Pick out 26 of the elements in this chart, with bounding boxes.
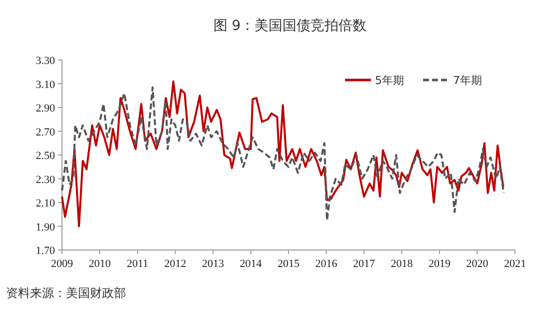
x-tick-label: 2011 bbox=[126, 258, 148, 270]
x-tick-label: 2015 bbox=[278, 258, 300, 270]
y-tick-label: 1.70 bbox=[36, 245, 56, 257]
x-tick-label: 2016 bbox=[315, 258, 338, 270]
x-tick-label: 2012 bbox=[164, 258, 186, 270]
y-tick-label: 2.90 bbox=[36, 102, 56, 114]
y-tick-label: 1.90 bbox=[36, 221, 56, 234]
x-tick-label: 2020 bbox=[466, 258, 489, 270]
x-tick-label: 2018 bbox=[390, 258, 414, 270]
y-tick-label: 2.50 bbox=[36, 150, 56, 162]
y-tick-label: 2.10 bbox=[36, 198, 56, 210]
y-tick-label: 2.70 bbox=[36, 126, 56, 138]
legend-label: 5年期 bbox=[375, 74, 404, 87]
x-tick-label: 2013 bbox=[202, 258, 224, 270]
x-tick-label: 2019 bbox=[428, 258, 451, 270]
y-tick-label: 3.10 bbox=[36, 78, 56, 91]
x-tick-label: 2017 bbox=[353, 258, 376, 270]
text: 资料来源：美国财政部 bbox=[6, 286, 126, 300]
legend-label: 7年期 bbox=[453, 74, 482, 87]
y-tick-label: 2.30 bbox=[36, 174, 56, 186]
x-tick-label: 2009 bbox=[51, 258, 74, 270]
x-tick-label: 2021 bbox=[504, 258, 526, 270]
y-tick-label: 3.30 bbox=[36, 55, 56, 67]
x-tick-label: 2010 bbox=[88, 258, 112, 270]
chart-title: 图 9：美国国债竞拍倍数 bbox=[213, 18, 367, 34]
x-tick-label: 2014 bbox=[240, 258, 262, 270]
